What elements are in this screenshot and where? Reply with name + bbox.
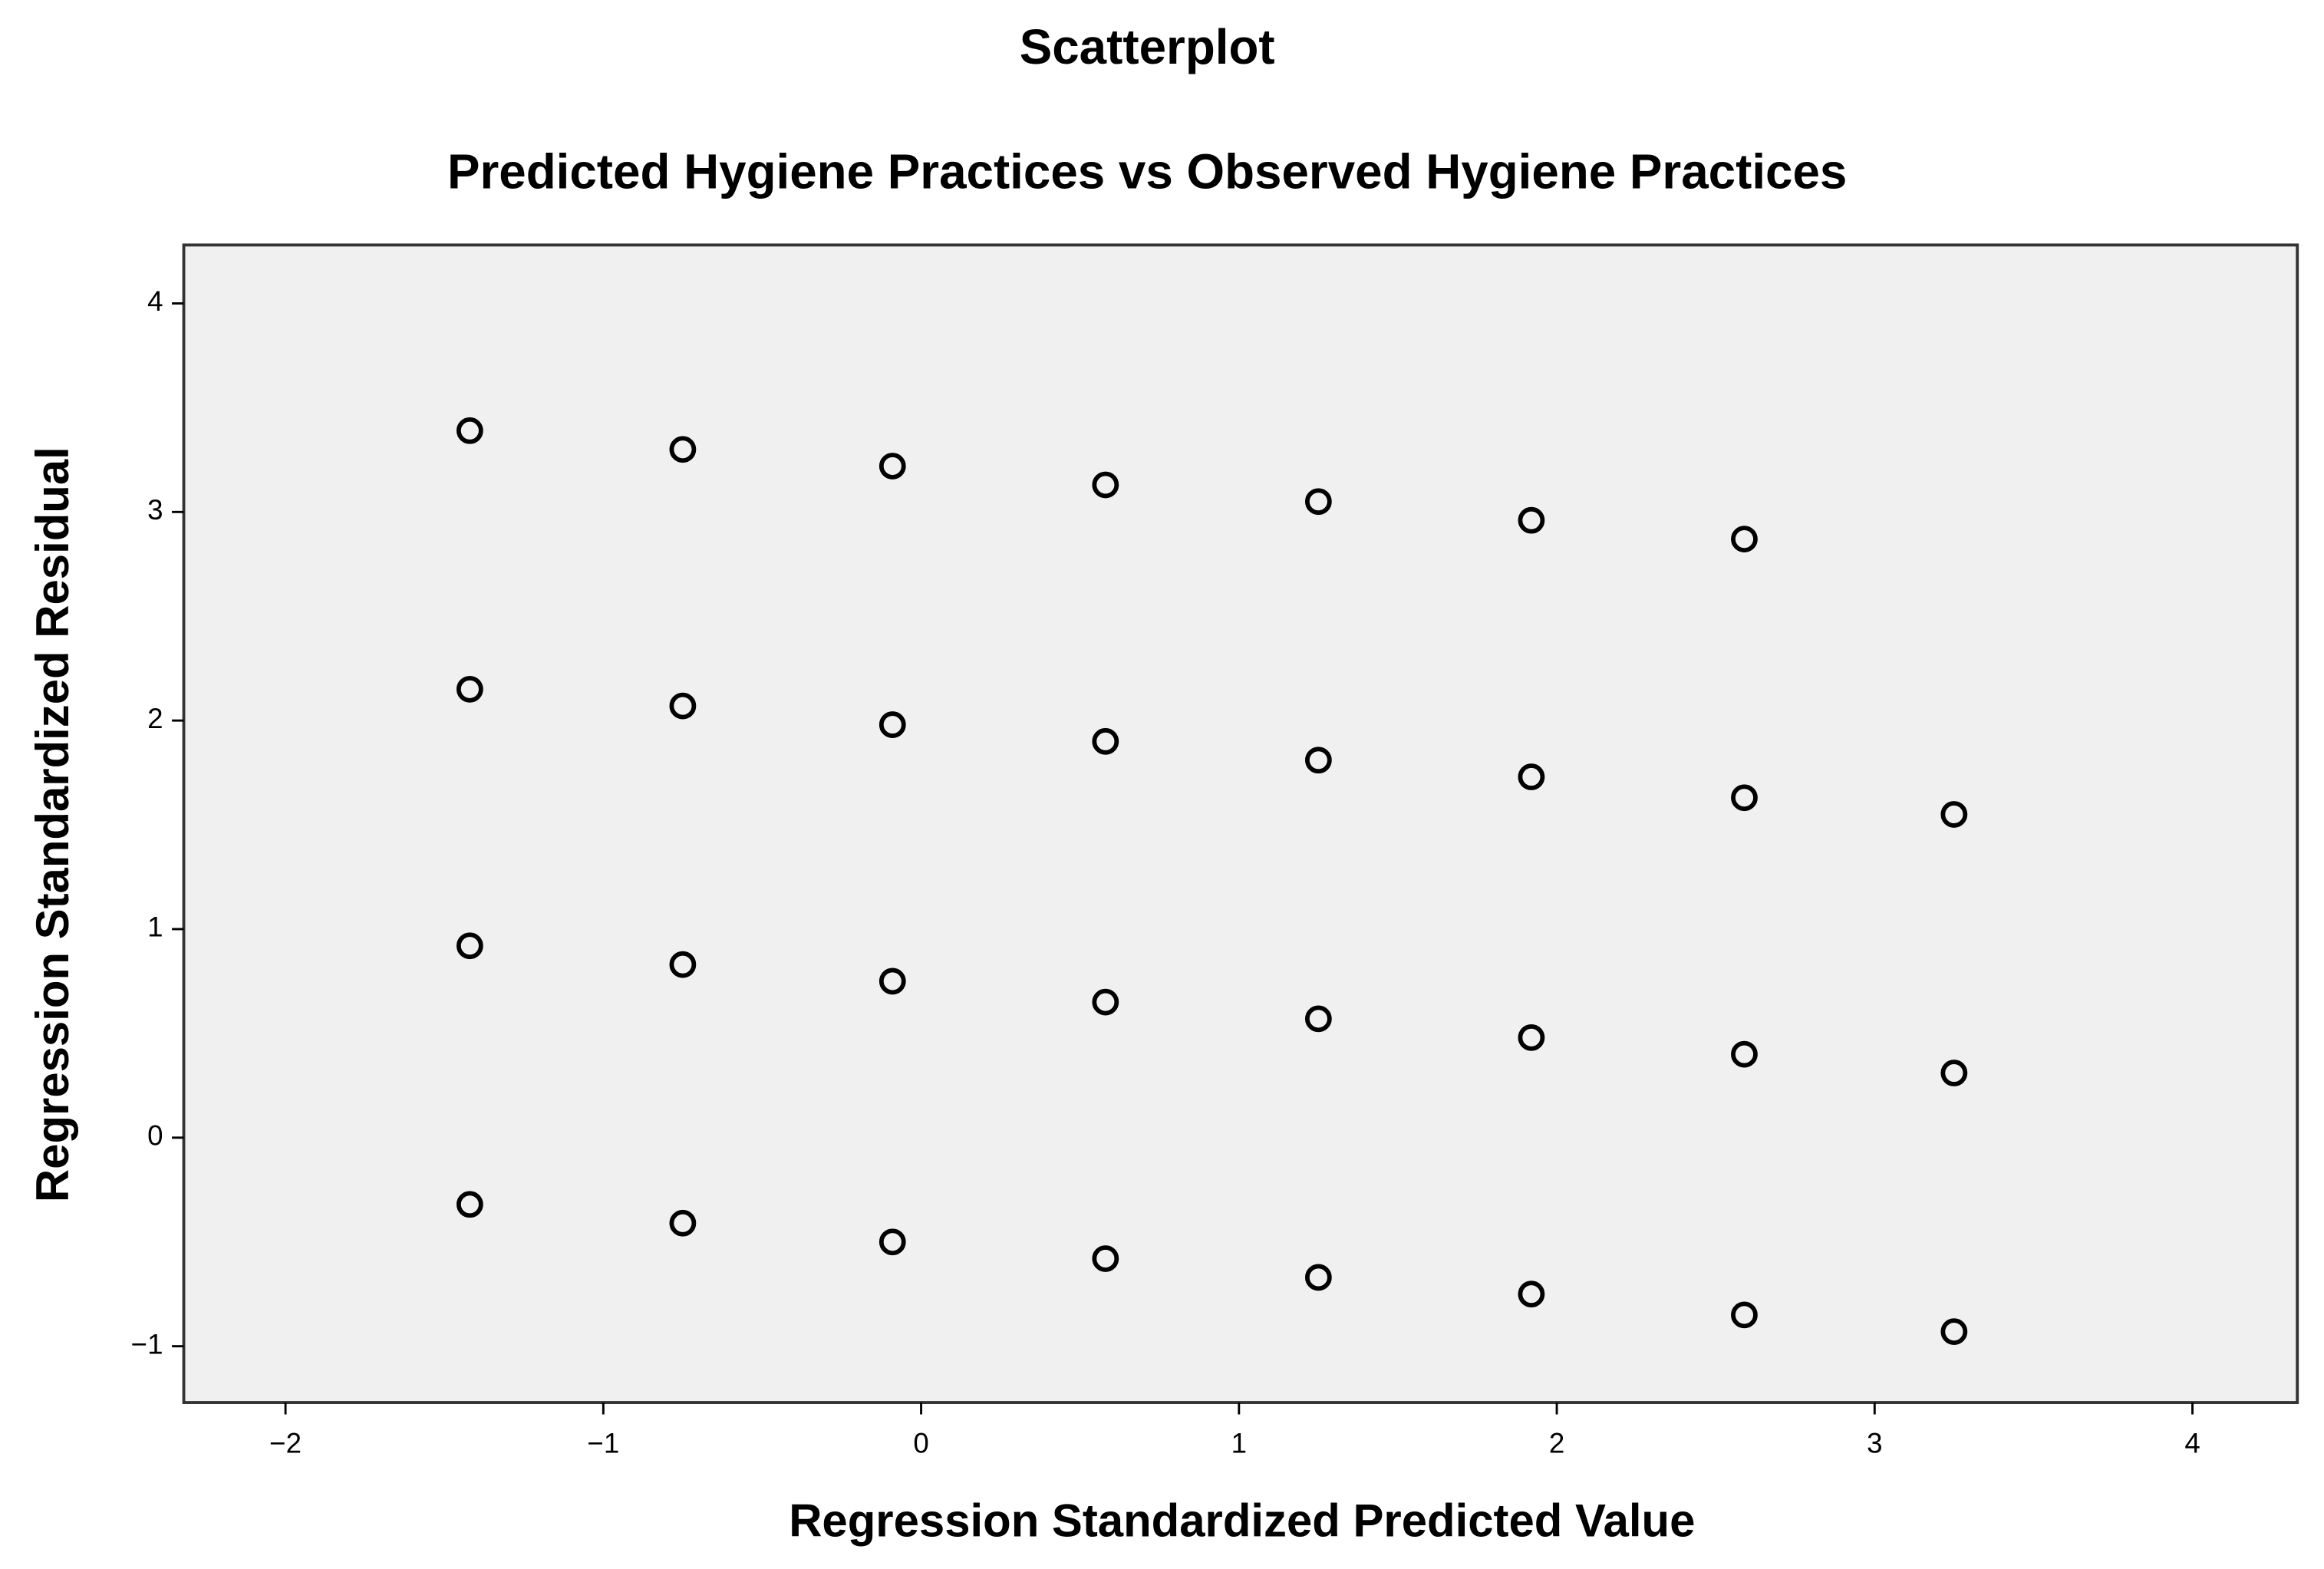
data-point [456,417,483,444]
data-point [669,436,697,463]
data-point [1940,1318,1968,1346]
data-point [456,1191,483,1218]
data-point [1731,1301,1758,1329]
data-point [1940,1060,1968,1086]
data-point [1731,526,1758,553]
x-tick-label: 0 [913,1428,928,1459]
x-tick-label: −1 [587,1428,619,1459]
y-tick-label: −1 [131,1328,163,1360]
data-point [1731,784,1758,812]
chart-title: Scatterplot [1020,19,1275,74]
y-tick-label: 3 [147,494,163,526]
data-point [1518,1023,1545,1051]
data-point [1304,488,1332,516]
data-point [1518,1281,1545,1308]
data-point [1092,1245,1119,1272]
x-axis-title: Regression Standardized Predicted Value [789,1495,1695,1546]
x-tick-label: 4 [2184,1428,2200,1459]
data-point [669,951,697,978]
x-tick-label: −2 [269,1428,302,1459]
x-tick-label: 3 [1867,1428,1882,1459]
data-point [1518,763,1545,790]
data-point [1731,1040,1758,1068]
data-point [456,932,483,960]
data-point [879,711,906,738]
data-point [1304,747,1332,774]
y-axis-title: Regression Standardized Residual [27,447,78,1202]
y-tick-label: 4 [147,285,163,317]
x-tick-label: 2 [1549,1428,1564,1459]
y-tick-label: 2 [147,703,163,734]
data-point [1304,1264,1332,1291]
data-point [1940,801,1968,828]
data-point [879,967,906,995]
x-tick-label: 1 [1231,1428,1247,1459]
chart-subtitle: Predicted Hygiene Practices vs Observed … [447,143,1847,199]
data-point [456,675,483,703]
data-point [1304,1005,1332,1033]
data-point [879,453,906,480]
data-point [1092,988,1119,1016]
data-point [1092,727,1119,755]
plot-area [182,243,2299,1404]
data-point [669,1209,697,1237]
data-point [669,692,697,720]
y-tick-label: 0 [147,1119,163,1151]
data-point [1518,506,1545,534]
data-point [879,1228,906,1256]
y-tick-label: 1 [147,911,163,943]
data-point [1092,471,1119,499]
